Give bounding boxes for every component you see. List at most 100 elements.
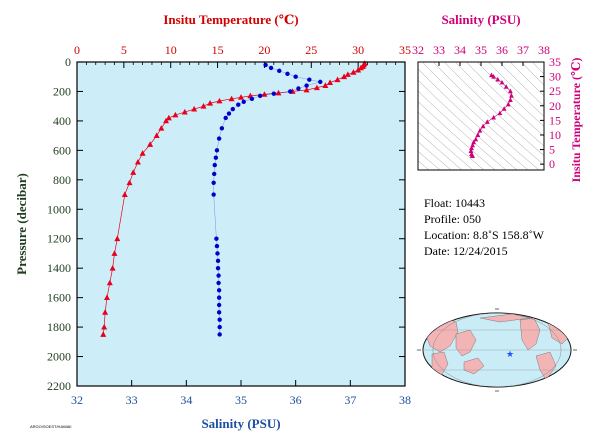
ts-point [473,136,479,142]
ts-point [501,106,507,111]
salinity-point [226,111,232,116]
ts-y-tick-label: 15 [549,113,561,127]
y-tick-label: 800 [53,173,71,187]
ts-y-tick-label: 25 [549,84,561,98]
ts-point [468,148,474,154]
x-top-tick-label: 25 [305,43,317,57]
temperature-point [101,323,108,330]
temperature-point [350,69,357,75]
ts-x-tick-label: 37 [517,43,529,57]
date-text: Date: 12/24/2015 [424,244,508,258]
salinity-point [277,68,282,74]
temperature-point [191,105,198,112]
series-line [213,64,321,335]
ts-x-tick-label: 32 [412,43,424,57]
density-contour [509,62,544,97]
density-contour [443,62,544,156]
salinity-point [214,243,220,249]
salinity-point [271,91,276,96]
x-bottom-tick-label: 32 [71,393,83,407]
y-axis-title: Pressure (decibar) [14,173,29,275]
main-profile-chart: 0200400600800100012001400160018002000220… [14,12,411,431]
temperature-point [313,84,320,91]
salinity-point [241,99,246,104]
density-contour [421,62,540,170]
temperature-point [130,169,137,175]
ts-y-tick-label: 0 [549,157,555,171]
salinity-point [216,288,222,293]
salinity-point [216,273,221,278]
ts-point [509,92,514,98]
temperature-point [228,95,235,102]
temperature-point [238,94,244,100]
salinity-point [230,106,235,112]
y-tick-label: 1600 [47,291,71,305]
temperature-point [100,331,107,337]
y-tick-label: 2200 [47,379,71,393]
salinity-point [216,136,222,141]
x-top-tick-label: 30 [352,43,364,57]
location-text: Location: 8.8˚S 158.8˚W [424,228,544,242]
salinity-point [211,192,216,197]
x-top-tick-label: 20 [258,43,270,57]
salinity-point [318,79,323,85]
ts-point [475,132,481,137]
salinity-point [215,251,220,256]
salinity-point [212,162,217,168]
temperature-point [355,66,362,73]
temperature-point [327,79,334,86]
bottom-axis-title: Salinity (PSU) [201,416,280,431]
x-bottom-tick-label: 33 [126,393,138,407]
salinity-point [236,102,241,107]
salinity-point [212,171,217,177]
density-contour [418,79,518,170]
temperature-point [181,108,188,115]
salinity-point [296,86,301,91]
x-top-tick-label: 10 [165,43,177,57]
temperature-point [344,71,351,77]
ts-point [491,73,496,79]
salinity-point [213,155,219,160]
density-contour [432,62,544,166]
temperature-point [153,132,160,139]
salinity-point [263,62,268,68]
ts-point [495,76,501,82]
temperature-point [109,264,116,271]
ts-x-tick-label: 34 [454,43,466,57]
salinity-point [217,324,222,330]
salinity-point [307,77,312,82]
footer-credit: ARGO/SOEST/HAWAII [30,424,72,429]
temperature-point [165,114,172,121]
salinity-point [214,148,220,153]
ts-point [508,97,513,102]
x-bottom-tick-label: 34 [180,393,192,407]
density-contour [418,111,485,170]
ts-background [418,62,544,170]
ts-y-tick-label: 30 [549,70,561,84]
y-tick-label: 1800 [47,320,71,334]
salinity-point [215,258,221,264]
salinity-point [219,126,225,131]
x-top-tick-label: 35 [399,43,411,57]
x-bottom-tick-label: 36 [290,393,302,407]
plot-background [77,62,405,386]
ts-frame [417,61,545,171]
ts-y-tick-label: 5 [549,143,555,157]
temperature-point [303,86,310,93]
float-id-text: Float: 10443 [424,196,486,210]
salinity-point [293,74,298,79]
density-contour [454,62,544,147]
temperature-point [172,111,179,118]
ts-point [470,153,475,158]
temperature-point [121,191,128,197]
salinity-point [304,83,309,88]
density-contours [418,62,544,170]
temperature-point [103,294,110,301]
landmass [535,351,557,381]
y-tick-label: 1000 [47,202,71,216]
salinity-point [216,280,221,286]
ts-point [477,127,483,133]
density-contour [418,68,529,170]
plot-frame [76,61,406,387]
